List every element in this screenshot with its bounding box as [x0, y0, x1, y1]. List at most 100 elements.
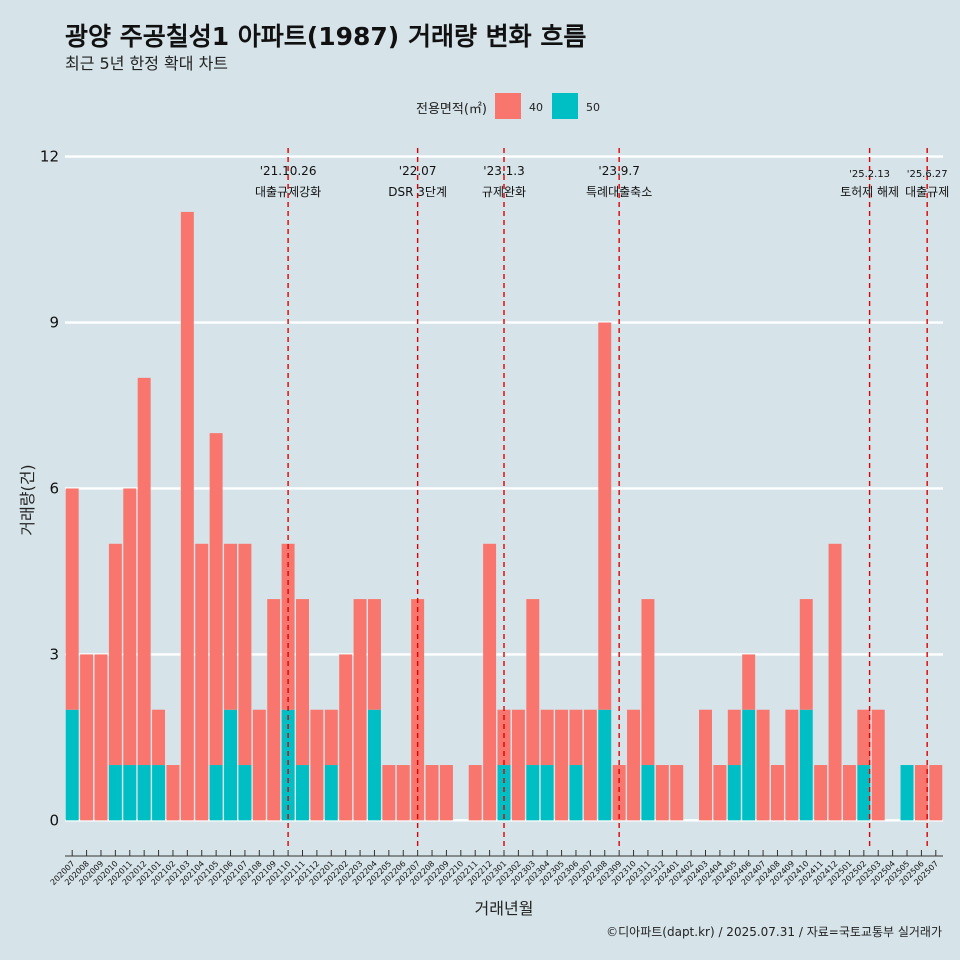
bar-40-202302 — [511, 709, 525, 821]
legend-swatch-40 — [495, 93, 521, 119]
bar-40-202307 — [583, 709, 597, 821]
annotation-date-4: '25.2.13 — [849, 169, 890, 180]
bar-40-202303 — [526, 599, 540, 766]
bar-50-202101 — [152, 765, 166, 821]
bar-40-202311 — [641, 599, 655, 766]
bar-50-202308 — [598, 709, 612, 821]
bar-40-202205 — [382, 765, 396, 821]
bar-50-202105 — [209, 765, 223, 821]
bar-40-202407 — [756, 709, 770, 821]
event-annotations: '21.10.26 대출규제강화 '22.07 DSR 3단계 '23.1.3 규제완화 '… — [255, 148, 949, 848]
bar-40-202310 — [627, 709, 641, 821]
bar-40-202503 — [871, 709, 885, 821]
bar-40-202201 — [324, 709, 338, 766]
bar-50-202201 — [324, 765, 338, 821]
y-tick-label-12: 12 — [40, 148, 59, 166]
bar-50-202303 — [526, 765, 540, 821]
bar-40-202011 — [123, 488, 137, 766]
bar-40-202409 — [785, 709, 799, 821]
bar-40-202109 — [267, 599, 281, 821]
bar-40-202111 — [296, 599, 309, 766]
bars — [65, 211, 943, 821]
bar-40-202308 — [598, 322, 612, 710]
bar-50-202012 — [137, 765, 151, 821]
annotation-label-1: DSR 3단계 — [388, 185, 447, 199]
bar-50-202502 — [857, 765, 871, 821]
bar-40-202202 — [339, 654, 353, 821]
bar-40-202305 — [555, 709, 569, 821]
bar-50-202311 — [641, 765, 655, 821]
x-axis-title: 거래년월 — [475, 899, 534, 918]
bar-40-202104 — [195, 543, 209, 821]
annotation-date-5: '25.6.27 — [907, 169, 948, 180]
bar-40-202203 — [353, 599, 367, 821]
bar-50-202111 — [296, 765, 309, 821]
bar-40-202312 — [655, 765, 669, 821]
bar-50-202011 — [123, 765, 137, 821]
bar-50-202010 — [108, 765, 122, 821]
bar-40-202507 — [929, 765, 943, 821]
annotation-label-4: 토허제 해제 — [840, 185, 899, 199]
legend-swatch-50 — [552, 93, 578, 119]
bar-40-202502 — [857, 709, 871, 766]
bar-40-202306 — [569, 709, 583, 766]
bar-50-202505 — [900, 765, 914, 821]
y-tick-label-3: 3 — [49, 645, 59, 663]
chart-subtitle: 최근 5년 한정 확대 차트 — [65, 54, 228, 73]
y-tick-label-9: 9 — [49, 314, 59, 332]
y-tick-label-0: 0 — [49, 811, 59, 829]
caption: ©디아파트(dapt.kr) / 2025.07.31 / 자료=국토교통부 실… — [606, 925, 942, 939]
bar-40-202408 — [770, 765, 784, 821]
annotation-label-0: 대출규제강화 — [255, 185, 321, 199]
annotation-date-3: '23.9.7 — [598, 164, 639, 178]
y-axis-ticks: 0 3 6 9 12 — [40, 148, 59, 830]
bar-50-202406 — [742, 709, 756, 821]
annotation-label-2: 규제완화 — [482, 185, 526, 199]
bar-40-202211 — [468, 765, 482, 821]
bar-40-202102 — [166, 765, 180, 821]
annotation-date-1: '22.07 — [399, 164, 437, 178]
bar-40-202212 — [483, 543, 497, 821]
bar-40-202108 — [252, 709, 266, 821]
bar-40-202209 — [439, 765, 453, 821]
bar-50-202007 — [65, 709, 79, 821]
y-tick-label-6: 6 — [49, 479, 59, 497]
bar-40-202404 — [713, 765, 727, 821]
bar-40-202009 — [94, 654, 108, 821]
bar-40-202401 — [670, 765, 684, 821]
bar-40-202105 — [209, 433, 223, 766]
annotation-date-0: '21.10.26 — [260, 164, 317, 178]
bar-40-202406 — [742, 654, 756, 710]
bar-40-202411 — [814, 765, 828, 821]
annotation-label-3: 특례대출축소 — [586, 185, 652, 199]
bar-40-202405 — [727, 709, 741, 766]
y-axis-title: 거래량(건) — [18, 464, 37, 535]
x-axis: 2020072020082020092020102020112020122021… — [49, 850, 943, 887]
bar-50-202204 — [367, 709, 381, 821]
bar-40-202112 — [310, 709, 324, 821]
bar-40-202008 — [80, 654, 94, 821]
bar-40-202206 — [396, 765, 410, 821]
bar-40-202501 — [842, 765, 856, 821]
chart-title: 광양 주공칠성1 아파트(1987) 거래량 변화 흐름 — [65, 22, 586, 51]
bar-40-202007 — [65, 488, 79, 710]
bar-40-202506 — [914, 765, 928, 821]
bar-40-202412 — [828, 543, 842, 821]
annotation-label-5: 대출규제 — [905, 185, 949, 199]
bar-40-202410 — [799, 599, 813, 710]
bar-40-202304 — [540, 709, 554, 766]
bar-40-202101 — [152, 709, 166, 766]
bar-40-202012 — [137, 377, 151, 766]
bar-50-202107 — [238, 765, 252, 821]
bar-50-202301 — [497, 765, 511, 821]
bar-40-202103 — [180, 211, 194, 821]
bar-50-202106 — [224, 709, 238, 821]
bar-50-202410 — [799, 709, 813, 821]
legend-label-40: 40 — [529, 101, 543, 114]
bar-50-202110 — [281, 709, 295, 821]
bar-50-202405 — [727, 765, 741, 821]
bar-40-202208 — [425, 765, 439, 821]
legend-label-50: 50 — [586, 101, 600, 114]
